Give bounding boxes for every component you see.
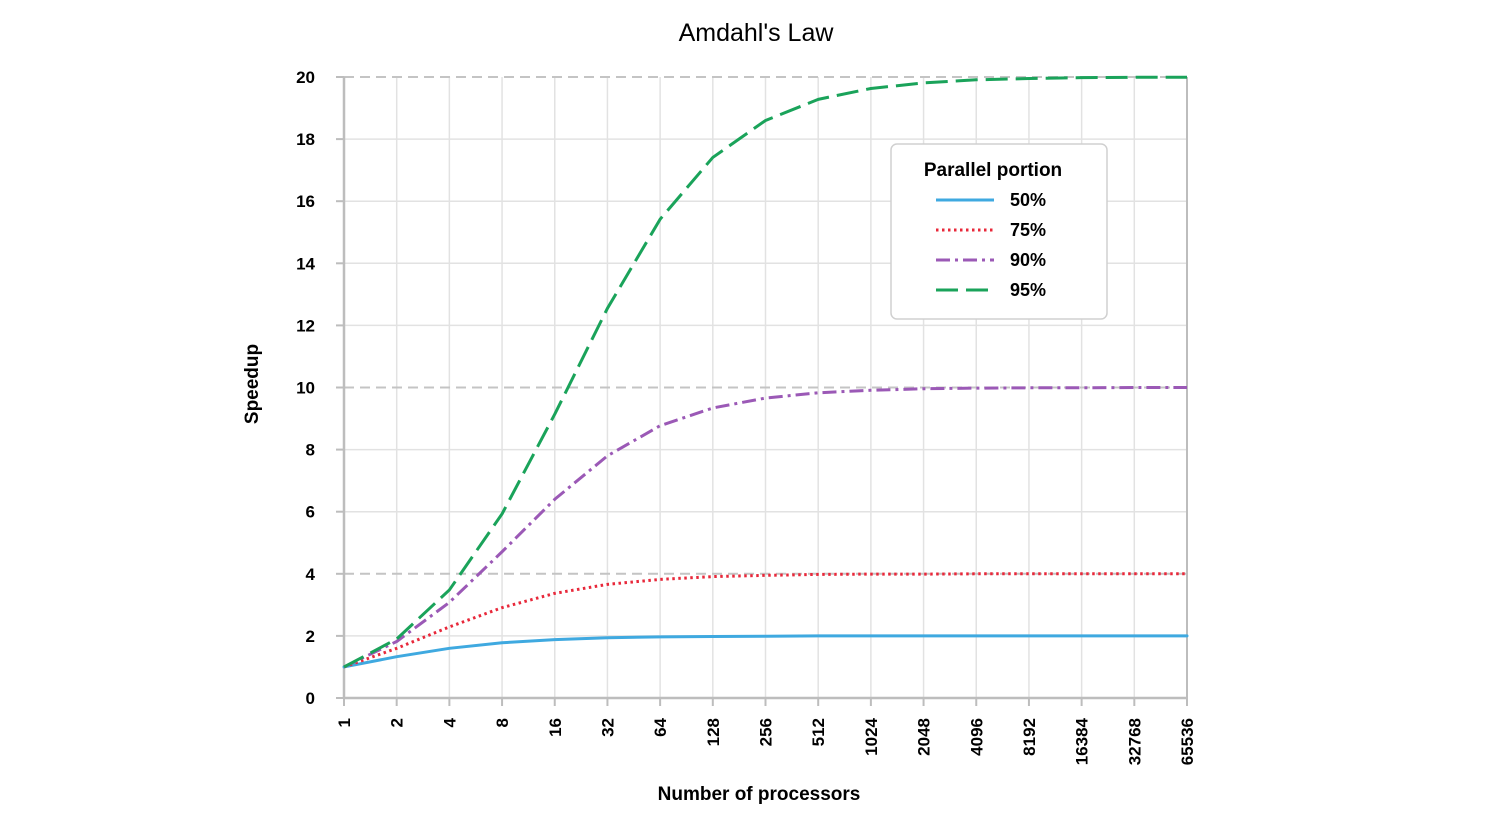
- x-tick-label: 1024: [862, 717, 881, 755]
- chart-title: Amdahl's Law: [679, 19, 835, 47]
- x-tick-label: 32: [598, 718, 617, 737]
- y-tick-label: 14: [296, 254, 315, 273]
- y-tick-label: 0: [306, 689, 315, 708]
- x-tick-label: 2048: [915, 718, 934, 756]
- x-tick-label: 8: [493, 718, 512, 727]
- x-tick-label: 8192: [1020, 718, 1039, 756]
- y-tick-label: 2: [306, 627, 315, 646]
- legend-title: Parallel portion: [924, 160, 1062, 181]
- series-line-2: [343, 572, 1187, 669]
- x-tick-label: 16: [546, 718, 565, 737]
- series-line-1: [342, 634, 1189, 669]
- x-tick-label: 65536: [1178, 718, 1197, 765]
- x-tick-label: 4: [440, 717, 459, 727]
- y-tick-label: 16: [296, 192, 315, 211]
- y-tick-label: 4: [306, 565, 316, 584]
- y-tick-label: 18: [296, 130, 315, 149]
- series-line-3: [343, 386, 1187, 669]
- legend-label-3: 90%: [1010, 250, 1046, 270]
- legend: Parallel portion 50% 75% 90% 95%: [890, 143, 1108, 320]
- x-tick-label: 1: [335, 718, 354, 727]
- y-tick-label: 8: [306, 441, 315, 460]
- legend-label-2: 75%: [1010, 220, 1046, 240]
- x-tick-label: 512: [809, 718, 828, 746]
- y-tick-label: 10: [296, 379, 315, 398]
- legend-label-4: 95%: [1010, 280, 1046, 300]
- y-tick-label: 12: [296, 316, 315, 335]
- legend-items: 50% 75% 90% 95%: [936, 190, 1046, 300]
- x-tick-label: 32768: [1125, 718, 1144, 765]
- y-axis-title: Speedup: [242, 344, 263, 424]
- x-tick-label: 64: [651, 717, 670, 736]
- x-tick-label: 2: [388, 718, 407, 727]
- x-tick-label: 256: [757, 718, 776, 746]
- legend-label-1: 50%: [1010, 190, 1046, 210]
- y-tick-label: 20: [296, 68, 315, 87]
- series-line-4: [343, 75, 1187, 669]
- x-tick-label: 128: [704, 718, 723, 746]
- series-layer: [342, 75, 1189, 669]
- y-tick-label: 6: [306, 503, 315, 522]
- x-axis-title: Number of processors: [658, 784, 861, 805]
- x-tick-label: 4096: [967, 718, 986, 756]
- x-tick-label: 16384: [1073, 717, 1092, 765]
- legend-box: [890, 143, 1108, 320]
